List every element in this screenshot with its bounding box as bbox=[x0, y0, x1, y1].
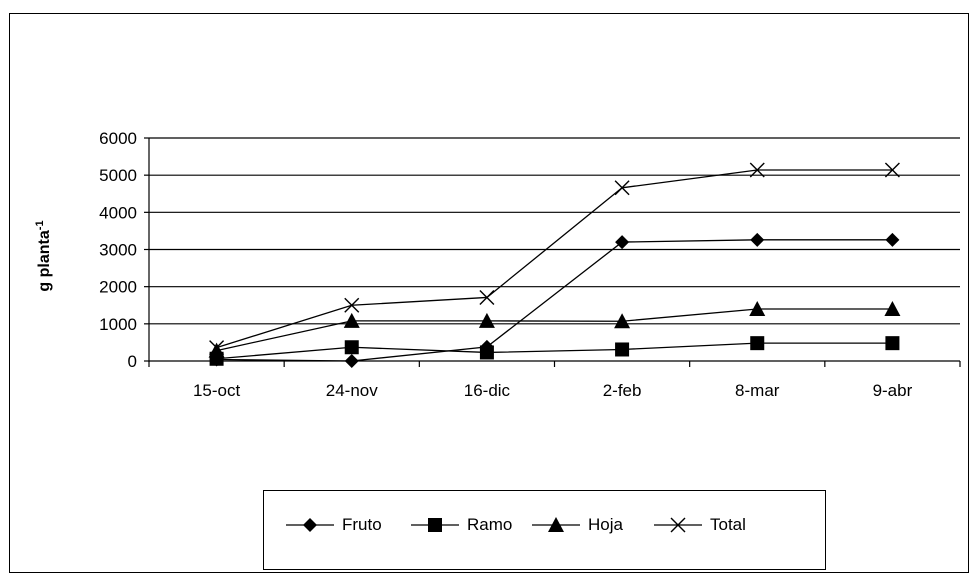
y-axis-title: g planta-1 bbox=[34, 220, 53, 291]
data-point-fruto bbox=[615, 235, 630, 250]
data-point-ramo bbox=[344, 340, 359, 355]
x-tick-labels: 15-oct 24-nov 16-dic 2-feb 8-mar 9-abr bbox=[193, 381, 913, 400]
series-line-ramo bbox=[216, 342, 893, 360]
x-tick-label: 16-dic bbox=[464, 381, 511, 400]
series-line-total bbox=[216, 169, 893, 349]
legend-item-total: Total bbox=[652, 513, 746, 537]
x-tick-label: 15-oct bbox=[193, 381, 241, 400]
data-point-ramo bbox=[885, 336, 900, 351]
y-tick-label: 1000 bbox=[99, 315, 137, 334]
legend-label: Total bbox=[710, 515, 746, 534]
axes bbox=[144, 137, 961, 367]
series-total bbox=[209, 162, 900, 356]
legend-swatch-total bbox=[654, 517, 702, 533]
data-point-hoja bbox=[208, 342, 225, 358]
legend-item-hoja: Hoja bbox=[530, 513, 623, 537]
legend-marker-ramo bbox=[428, 518, 442, 532]
x-marker-stroke bbox=[479, 289, 495, 305]
legend-marker-fruto bbox=[303, 518, 317, 532]
x-marker-stroke bbox=[344, 297, 360, 313]
series-line-fruto bbox=[216, 239, 893, 362]
data-point-ramo bbox=[615, 342, 630, 357]
series-line-hoja bbox=[216, 308, 893, 352]
gridlines bbox=[149, 137, 960, 325]
x-marker-stroke bbox=[614, 180, 630, 196]
series-hoja bbox=[208, 300, 901, 358]
x-marker-stroke bbox=[670, 517, 686, 533]
data-point-ramo bbox=[479, 345, 494, 360]
x-marker-stroke bbox=[749, 162, 765, 178]
data-point-fruto bbox=[885, 232, 900, 247]
legend-label: Fruto bbox=[342, 515, 382, 534]
data-point-total bbox=[209, 340, 225, 356]
data-point-hoja bbox=[749, 300, 766, 316]
series-group bbox=[208, 162, 901, 368]
data-point-hoja bbox=[614, 313, 631, 329]
x-tick-label: 24-nov bbox=[326, 381, 378, 400]
y-tick-label: 4000 bbox=[99, 203, 137, 222]
legend-marker-hoja bbox=[548, 517, 564, 532]
data-point-ramo bbox=[750, 336, 765, 351]
legend-marker-total bbox=[670, 517, 686, 533]
line-chart: 0 1000 2000 3000 4000 5000 6000 15-oct 24-nov 16… bbox=[34, 129, 961, 400]
data-point-total bbox=[479, 289, 495, 305]
data-point-total bbox=[749, 162, 765, 178]
y-tick-label: 0 bbox=[128, 352, 137, 371]
data-point-hoja bbox=[478, 312, 495, 328]
x-marker-stroke bbox=[209, 340, 225, 356]
x-tick-label: 9-abr bbox=[873, 381, 913, 400]
legend-label: Ramo bbox=[467, 515, 513, 534]
data-point-hoja bbox=[343, 312, 360, 328]
legend-label: Hoja bbox=[588, 515, 623, 534]
y-tick-label: 3000 bbox=[99, 241, 137, 260]
legend-swatch-fruto bbox=[286, 518, 334, 532]
data-point-total bbox=[344, 297, 360, 313]
legend-item-fruto: Fruto bbox=[284, 513, 382, 537]
legend-item-ramo: Ramo bbox=[409, 513, 512, 537]
data-point-total bbox=[884, 162, 900, 178]
chart-legend: Fruto Ramo Hoja Total bbox=[263, 490, 826, 570]
x-marker-stroke bbox=[884, 162, 900, 178]
x-tick-label: 2-feb bbox=[603, 381, 642, 400]
data-point-fruto bbox=[750, 232, 765, 247]
data-point-hoja bbox=[884, 300, 901, 316]
legend-swatch-hoja bbox=[532, 517, 580, 532]
series-fruto bbox=[209, 232, 900, 368]
x-tick-label: 8-mar bbox=[735, 381, 780, 400]
y-tick-label: 2000 bbox=[99, 278, 137, 297]
y-tick-label: 5000 bbox=[99, 166, 137, 185]
data-point-fruto bbox=[344, 354, 359, 368]
y-tick-labels: 0 1000 2000 3000 4000 5000 6000 bbox=[99, 129, 137, 371]
legend-swatch-ramo bbox=[411, 518, 459, 532]
data-point-total bbox=[614, 180, 630, 196]
y-tick-label: 6000 bbox=[99, 129, 137, 148]
